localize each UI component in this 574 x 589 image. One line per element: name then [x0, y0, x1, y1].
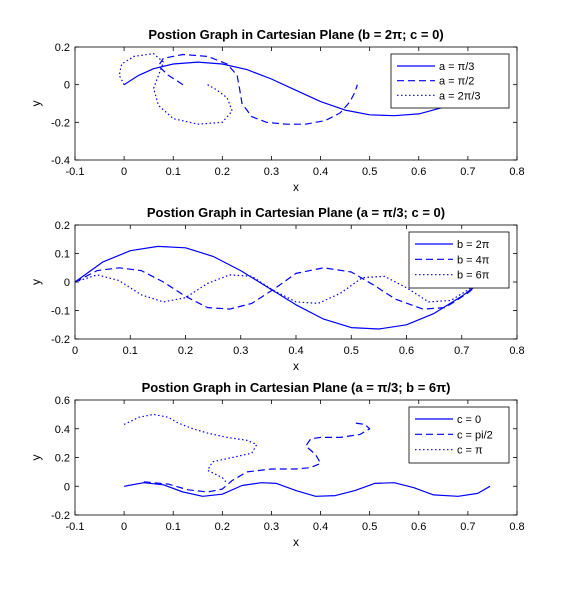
x-tick-label: 0.2 [215, 166, 230, 178]
x-tick-label: 0.7 [460, 521, 475, 533]
y-tick-label: 0.6 [55, 395, 70, 407]
x-tick-label: 0.8 [509, 521, 524, 533]
x-tick-label: 0.5 [362, 166, 377, 178]
subplot-1: -0.1 0 0.1 0.2 0.3 0.4 0.5 0.6 0.7 0.8 -0.4 -0.2 0 0.… [29, 27, 525, 194]
x-tick-label: 0.6 [411, 521, 426, 533]
y-tick-label: -0.2 [51, 334, 70, 346]
y-tick-label: 0.4 [55, 424, 70, 436]
legend: b = 2π b = 4π b = 6π [408, 231, 510, 289]
x-tick-label: 0 [121, 166, 127, 178]
x-tick-label: 0.4 [288, 345, 303, 357]
legend-label: b = 2π [457, 239, 490, 251]
x-tick-label: 0.6 [399, 345, 414, 357]
subplot-2: 0 0.1 0.2 0.3 0.4 0.5 0.6 0.7 0.8 -0.2 -0.1 0 0.1 0.2… [29, 205, 525, 373]
x-tick-label: -0.1 [66, 166, 85, 178]
x-tick-label: 0.4 [313, 521, 328, 533]
legend-box [408, 231, 510, 289]
legend: c = 0 c = pi/2 c = π [408, 406, 510, 464]
x-axis-label: x [293, 359, 299, 373]
x-tick-label: 0.5 [344, 345, 359, 357]
legend-box [408, 406, 510, 464]
y-tick-label: -0.2 [51, 510, 70, 522]
x-tick-label: 0 [72, 345, 78, 357]
x-tick-label: 0.8 [509, 345, 524, 357]
y-tick-label: -0.4 [51, 155, 70, 167]
x-tick-label: 0.3 [233, 345, 248, 357]
series-line-dotted [118, 52, 233, 125]
x-tick-label: 0.8 [509, 166, 524, 178]
y-tick-label: -0.1 [51, 306, 70, 318]
y-tick-label: 0 [64, 80, 70, 92]
x-tick-label: 0.6 [411, 166, 426, 178]
x-tick-label: 0.2 [215, 521, 230, 533]
x-tick-label: 0.2 [178, 345, 193, 357]
y-tick-label: -0.2 [51, 117, 70, 129]
y-axis-label: y [29, 455, 43, 461]
legend-label: c = pi/2 [457, 429, 493, 441]
chart-title: Postion Graph in Cartesian Plane (a = π/… [142, 380, 451, 395]
chart-title: Postion Graph in Cartesian Plane (a = π/… [147, 205, 445, 220]
x-tick-label: 0.1 [123, 345, 138, 357]
x-tick-label: 0.7 [460, 166, 475, 178]
series-line-solid [123, 61, 483, 117]
x-axis-label: x [293, 180, 299, 194]
legend-label: a = 2π/3 [439, 90, 481, 102]
legend-label: b = 6π [457, 270, 490, 282]
legend-label: b = 4π [457, 254, 490, 266]
x-axis-label: x [293, 535, 299, 549]
x-tick-label: -0.1 [66, 521, 85, 533]
y-axis-label: y [29, 279, 43, 285]
y-tick-label: 0.1 [55, 249, 70, 261]
chart-title: Postion Graph in Cartesian Plane (b = 2π… [148, 27, 443, 42]
y-axis-label: y [29, 101, 43, 107]
legend-label: c = 0 [457, 414, 481, 426]
legend-label: a = π/3 [439, 61, 474, 73]
y-tick-label: 0.2 [55, 453, 70, 465]
series-line-dashed [143, 422, 371, 493]
x-tick-label: 0.7 [454, 345, 469, 357]
subplot-3: -0.1 0 0.1 0.2 0.3 0.4 0.5 0.6 0.7 0.8 -0.2 0 0.2 0.4… [29, 380, 525, 549]
y-tick-label: 0 [64, 481, 70, 493]
x-tick-label: 0 [121, 521, 127, 533]
series-line-dashed [74, 267, 482, 310]
x-tick-label: 0.5 [362, 521, 377, 533]
x-tick-label: 0.4 [313, 166, 328, 178]
series-line-solid [74, 245, 482, 330]
x-tick-label: 0.3 [264, 521, 279, 533]
x-tick-label: 0.1 [166, 166, 181, 178]
y-tick-label: 0.2 [55, 220, 70, 232]
x-tick-label: 0.1 [166, 521, 181, 533]
x-tick-label: 0.3 [264, 166, 279, 178]
axes-box [74, 46, 518, 161]
series-line-dotted [74, 274, 482, 304]
series-line-solid [123, 482, 491, 497]
legend-label: a = π/2 [439, 76, 474, 88]
y-tick-label: 0.2 [55, 42, 70, 54]
legend-label: c = π [457, 445, 483, 457]
y-tick-label: 0 [64, 277, 70, 289]
legend: a = π/3 a = π/2 a = 2π/3 [390, 53, 510, 109]
series-line-dashed [157, 53, 358, 125]
